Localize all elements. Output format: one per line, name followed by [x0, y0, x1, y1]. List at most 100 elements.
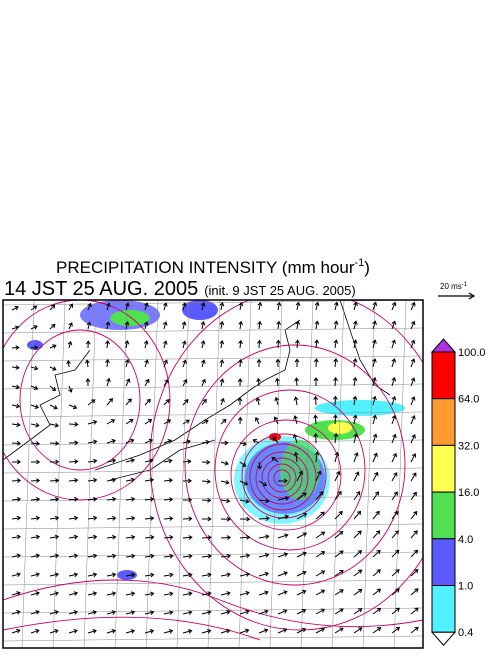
wind-arrow: [163, 572, 174, 578]
wind-arrow: [353, 452, 359, 463]
wind-arrow: [292, 433, 298, 444]
grid-line: [3, 327, 423, 334]
wind-arrow: [11, 591, 21, 596]
wind-arrow: [410, 472, 417, 482]
wind-arrow: [334, 490, 342, 501]
wind-arrow: [315, 551, 326, 558]
wind-arrow: [219, 320, 225, 330]
wind-arrow: [49, 323, 56, 330]
colorbar-label: 4.0: [458, 534, 473, 546]
wind-arrow: [410, 358, 416, 368]
wind-arrow: [315, 608, 326, 615]
wind-arrow: [201, 610, 212, 615]
wind-arrow: [87, 515, 98, 521]
wind-arrow: [11, 553, 21, 559]
wind-arrow: [220, 516, 231, 522]
wind-arrow: [252, 439, 260, 444]
wind-arrow: [334, 627, 344, 634]
wind-arrow: [163, 516, 174, 521]
wind-arrow: [293, 396, 299, 406]
wind-arrow: [277, 478, 288, 484]
colorbar-segment: [431, 538, 456, 586]
wind-arrow: [49, 628, 59, 634]
pressure-contours: [3, 300, 423, 641]
wind-arrow: [315, 589, 326, 596]
colorbar-label: 0.4: [458, 627, 473, 639]
wind-arrow: [239, 461, 247, 467]
wind-arrow: [125, 610, 136, 615]
wind-arrow: [220, 498, 231, 504]
wind-arrow: [372, 395, 377, 406]
wind-arrow: [295, 301, 301, 311]
wind-arrow: [315, 531, 326, 539]
wind-arrow: [353, 471, 360, 482]
wind-arrow: [219, 339, 225, 349]
wind-arrow: [106, 477, 117, 483]
wind-arrow: [125, 591, 136, 597]
wind-arrow: [87, 458, 98, 464]
wind-arrow: [352, 339, 358, 349]
wind-arrow: [273, 416, 279, 425]
map-frame: [2, 299, 424, 649]
wind-arrow: [410, 415, 416, 425]
wind-arrow: [220, 553, 232, 559]
wind-arrow: [353, 608, 363, 615]
wind-arrow: [30, 404, 40, 409]
wind-arrow: [182, 516, 193, 522]
wind-arrow: [106, 302, 111, 311]
wind-arrow: [372, 549, 381, 558]
wind-arrow: [201, 535, 212, 540]
grid-line: [3, 579, 423, 586]
wind-arrow: [295, 339, 300, 349]
wind-arrow: [333, 414, 338, 425]
wind-arrow: [87, 534, 98, 540]
wind-arrow: [85, 340, 91, 349]
wind-arrow: [271, 456, 279, 463]
grid-line: [52, 300, 66, 648]
wind-arrow: [144, 359, 149, 368]
wind-arrow: [30, 496, 41, 502]
wind-arrow: [30, 478, 41, 484]
wind-arrow: [68, 322, 73, 330]
wind-arrow: [410, 588, 419, 596]
wind-arrow: [49, 591, 59, 596]
wind-arrow: [182, 359, 187, 368]
wind-arrow: [163, 591, 174, 597]
wind-arrow: [277, 514, 290, 520]
wind-arrow: [68, 534, 79, 540]
wind-arrow: [238, 320, 244, 330]
coastlines: [3, 300, 391, 481]
wind-arrow: [163, 439, 173, 444]
wind-arrow: [87, 628, 97, 634]
wind-arrow: [201, 419, 209, 425]
wind-arrow: [294, 377, 300, 387]
wind-arrow: [125, 438, 135, 444]
wind-arrow: [182, 535, 193, 540]
wind-arrow: [410, 626, 419, 634]
wind-arrow: [237, 378, 243, 387]
wind-arrow: [30, 441, 41, 446]
wind-arrow: [68, 404, 78, 410]
wind-arrow: [143, 321, 149, 330]
grid-line: [114, 300, 128, 648]
wind-arrow: [220, 572, 231, 578]
colorbar-segment: [431, 351, 456, 400]
wind-arrow: [220, 628, 231, 634]
grid-line: [3, 467, 423, 474]
wind-arrow: [125, 378, 131, 387]
wind-arrow: [163, 302, 168, 311]
wind-arrow: [353, 569, 363, 577]
wind-arrow: [200, 359, 206, 368]
wind-arrow: [314, 320, 320, 330]
colorbar-segment: [431, 398, 456, 446]
wind-arrow: [106, 553, 117, 559]
wind-arrow: [257, 461, 262, 470]
wind-arrow: [106, 591, 117, 597]
wind-arrow: [315, 511, 325, 520]
wind-arrow: [49, 534, 60, 540]
wind-arrow: [124, 340, 130, 349]
title-exponent: -1: [355, 257, 365, 269]
wind-arrow: [106, 458, 117, 464]
wind-arrow: [49, 385, 57, 392]
wind-arrow: [391, 588, 400, 596]
